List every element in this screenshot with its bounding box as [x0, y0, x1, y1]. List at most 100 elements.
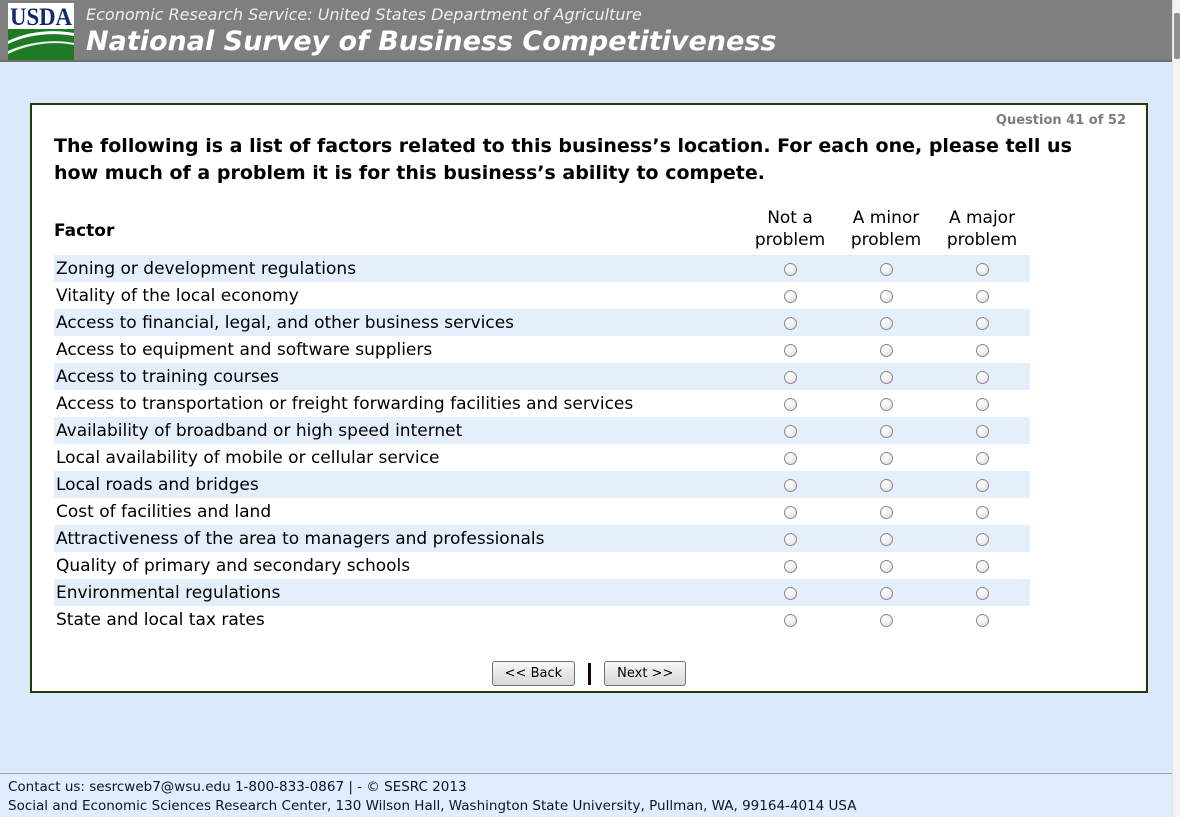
option-cell [742, 556, 838, 575]
radio-button[interactable] [975, 263, 989, 276]
next-button[interactable]: Next >> [604, 661, 687, 686]
option-cell [934, 583, 1030, 602]
header-bar: USDA Economic Research Service: United S… [0, 0, 1172, 62]
radio-button[interactable] [975, 560, 989, 573]
radio-button[interactable] [879, 425, 893, 438]
factor-label: State and local tax rates [56, 609, 265, 630]
option-cell [742, 448, 838, 467]
radio-button[interactable] [975, 317, 989, 330]
factor-label: Local availability of mobile or cellular… [56, 447, 440, 468]
radio-button[interactable] [879, 371, 893, 384]
option-cell [838, 583, 934, 602]
radio-button[interactable] [975, 614, 989, 627]
back-button[interactable]: << Back [491, 661, 576, 686]
svg-text:USDA: USDA [10, 4, 72, 31]
option-cell [742, 313, 838, 332]
option-cell [934, 475, 1030, 494]
factor-label: Vitality of the local economy [56, 285, 299, 306]
option-cell [742, 367, 838, 386]
table-row: Availability of broadband or high speed … [54, 417, 1030, 444]
radio-button[interactable] [783, 425, 797, 438]
radio-button[interactable] [879, 452, 893, 465]
table-row: Zoning or development regulations [54, 255, 1030, 282]
table-row: Access to equipment and software supplie… [54, 336, 1030, 363]
factor-label: Access to transportation or freight forw… [56, 393, 634, 414]
footer: Contact us: sesrcweb7@wsu.edu 1-800-833-… [0, 773, 1172, 817]
button-separator [588, 662, 592, 685]
option-cell [838, 394, 934, 413]
option-cell [838, 448, 934, 467]
option-cell [742, 259, 838, 278]
table-row: Access to training courses [54, 363, 1030, 390]
radio-button[interactable] [783, 263, 797, 276]
option-cell [838, 529, 934, 548]
radio-button[interactable] [879, 479, 893, 492]
radio-button[interactable] [975, 398, 989, 411]
radio-button[interactable] [783, 533, 797, 546]
option-cell [934, 313, 1030, 332]
radio-button[interactable] [879, 506, 893, 519]
table-row: Environmental regulations [54, 579, 1030, 606]
nav-buttons: << Back Next >> [32, 661, 1146, 686]
radio-button[interactable] [783, 317, 797, 330]
radio-button[interactable] [783, 587, 797, 600]
radio-button[interactable] [879, 560, 893, 573]
radio-button[interactable] [879, 533, 893, 546]
radio-button[interactable] [975, 587, 989, 600]
scrollbar-thumb[interactable] [1174, 13, 1180, 59]
radio-button[interactable] [975, 290, 989, 303]
table-row: Attractiveness of the area to managers a… [54, 525, 1030, 552]
radio-button[interactable] [879, 263, 893, 276]
factor-label: Attractiveness of the area to managers a… [56, 528, 545, 549]
radio-button[interactable] [975, 344, 989, 357]
radio-button[interactable] [783, 398, 797, 411]
option-cell [838, 367, 934, 386]
option-cell [934, 529, 1030, 548]
option-cell [838, 610, 934, 629]
option-cell [934, 394, 1030, 413]
option-cell [934, 286, 1030, 305]
radio-button[interactable] [879, 344, 893, 357]
radio-button[interactable] [783, 452, 797, 465]
radio-button[interactable] [975, 506, 989, 519]
radio-button[interactable] [783, 560, 797, 573]
radio-button[interactable] [975, 425, 989, 438]
radio-button[interactable] [783, 290, 797, 303]
table-row: Quality of primary and secondary schools [54, 552, 1030, 579]
factor-matrix: Factor Not a problem A minor problem A maj… [54, 205, 1030, 633]
option-cell [838, 259, 934, 278]
radio-button[interactable] [879, 290, 893, 303]
radio-button[interactable] [783, 479, 797, 492]
progress-indicator: Question 41 of 52 [995, 113, 1126, 128]
radio-button[interactable] [975, 371, 989, 384]
option-cell [742, 610, 838, 629]
radio-button[interactable] [783, 344, 797, 357]
table-row: Access to transportation or freight forw… [54, 390, 1030, 417]
radio-button[interactable] [975, 452, 989, 465]
option-cell [838, 421, 934, 440]
radio-button[interactable] [879, 317, 893, 330]
radio-button[interactable] [783, 371, 797, 384]
radio-button[interactable] [879, 614, 893, 627]
factor-label: Local roads and bridges [56, 474, 259, 495]
option-cell [742, 340, 838, 359]
factor-label: Zoning or development regulations [56, 258, 357, 279]
factor-label: Quality of primary and secondary schools [56, 555, 411, 576]
radio-button[interactable] [879, 398, 893, 411]
option-cell [838, 286, 934, 305]
radio-button[interactable] [975, 533, 989, 546]
survey-title: National Survey of Business Competitiven… [86, 26, 777, 57]
option-header: A major problem [946, 208, 1018, 250]
radio-button[interactable] [783, 506, 797, 519]
agency-line: Economic Research Service: United States… [86, 5, 642, 24]
matrix-header-row: Factor Not a problem A minor problem A maj… [54, 205, 1030, 255]
scrollbar[interactable] [1172, 0, 1180, 817]
option-cell [934, 610, 1030, 629]
radio-button[interactable] [975, 479, 989, 492]
table-row: Local availability of mobile or cellular… [54, 444, 1030, 471]
table-row: Cost of facilities and land [54, 498, 1030, 525]
option-cell [742, 394, 838, 413]
radio-button[interactable] [783, 614, 797, 627]
question-text: The following is a list of factors relat… [54, 135, 1072, 184]
radio-button[interactable] [879, 587, 893, 600]
